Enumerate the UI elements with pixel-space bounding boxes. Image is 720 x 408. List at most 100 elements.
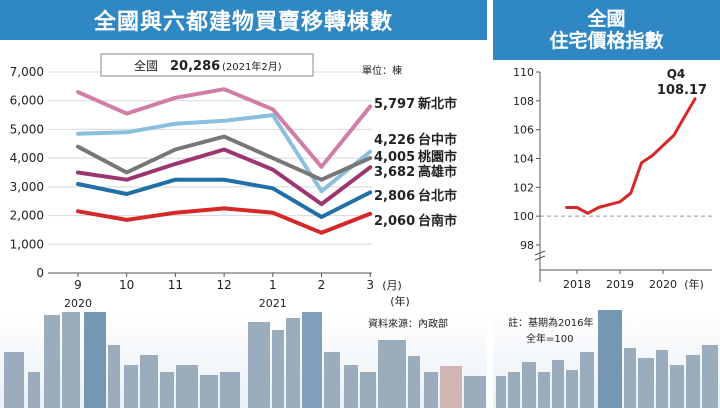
callout-box (100, 53, 314, 77)
data-point (368, 190, 372, 194)
right-y-tick-label: 108 (513, 95, 534, 108)
panel-divider (487, 0, 493, 408)
data-point (271, 168, 275, 172)
data-point (368, 105, 372, 109)
y-tick-label: 5,000 (10, 122, 44, 136)
data-point (271, 186, 275, 190)
series-end-value: 3,682 (374, 165, 415, 180)
data-point (76, 182, 80, 186)
data-point (173, 122, 177, 126)
left-panel-title: 全國與六都建物買賣移轉棟數 (0, 0, 487, 40)
left-chart: 0 1,000 2,000 3,000 4,000 5,000 6,000 7,000 9 10 1… (0, 40, 487, 330)
data-point (320, 215, 323, 219)
callout-value: 20,286 (170, 59, 220, 74)
data-point (173, 178, 177, 182)
price-index-point (683, 115, 686, 118)
right-y-tick-label: 110 (513, 66, 534, 79)
y-tick-label: 7,000 (10, 65, 44, 79)
price-index-point (586, 211, 590, 215)
x-tick-label: 9 (74, 278, 82, 292)
x-tick-label: 11 (168, 278, 183, 292)
data-point (76, 209, 80, 213)
price-index-point (672, 134, 676, 137)
right-title-line1: 全國 (587, 8, 626, 30)
right-x-tick-label: 2020 (649, 278, 677, 291)
data-point (271, 156, 275, 160)
right-y-tick-label: 106 (513, 124, 534, 137)
y-tick-label: 0 (36, 266, 44, 280)
callout-label: 全國 (134, 58, 158, 73)
data-point (173, 148, 177, 152)
price-index-point (618, 200, 622, 204)
annotation-value: 108.17 (657, 83, 707, 98)
price-index-point (629, 191, 633, 195)
series-end-value: 2,806 (374, 189, 415, 204)
data-point (320, 178, 323, 182)
x-unit-label: (月) (382, 279, 402, 292)
data-point (320, 231, 323, 235)
data-point (125, 171, 129, 174)
city-skyline-left (0, 300, 487, 408)
data-point (76, 145, 80, 149)
price-index-point (607, 203, 611, 206)
data-point (125, 192, 129, 196)
right-panel-title: 全國 住宅價格指數 (493, 0, 720, 60)
x-unit2-label: (年) (390, 294, 410, 308)
right-plot-area (493, 60, 720, 310)
series-name-label: 台中市 (418, 132, 457, 148)
data-point (173, 162, 177, 166)
data-point (271, 107, 275, 111)
y-tick-label: 1,000 (10, 237, 44, 251)
data-point (320, 165, 323, 169)
series-end-value: 4,226 (374, 133, 415, 148)
x-year-label-2020: 2020 (64, 297, 92, 310)
y-tick-label: 2,000 (10, 209, 44, 223)
x-tick-label: 10 (119, 278, 134, 292)
data-point (368, 212, 372, 216)
data-point (222, 206, 226, 210)
left-plot-area (0, 40, 487, 312)
data-point (222, 148, 226, 152)
series-name-label: 台北市 (418, 188, 457, 204)
series-name-label: 新北市 (418, 96, 457, 112)
city-skyline-right (493, 300, 720, 408)
data-point (368, 165, 372, 169)
data-point (320, 202, 323, 206)
price-index-point (575, 206, 579, 209)
right-title-line2: 住宅價格指數 (549, 30, 664, 52)
data-point (125, 218, 129, 222)
price-index-point (597, 206, 600, 209)
right-y-tick-label: 104 (513, 153, 534, 166)
base-note-line2: 全年=100 (526, 332, 573, 345)
x-tick-label: 12 (216, 278, 231, 292)
series-end-value: 4,005 (374, 150, 415, 165)
right-chart: 98 100 102 104 106 108 110 2018 2019 2020 (年) Q4 108… (493, 60, 720, 345)
base-note-line1: 註：基期為2016年 (508, 316, 593, 329)
data-point (320, 189, 323, 193)
right-x-tick-label: 2019 (606, 278, 634, 291)
price-index-point (640, 161, 643, 165)
source-note: 資料來源：內政部 (368, 317, 448, 330)
axis-break-2 (534, 255, 546, 261)
data-point (76, 90, 80, 94)
data-point (368, 150, 372, 154)
data-point (125, 178, 129, 182)
x-year-label-2021: 2021 (259, 297, 287, 310)
data-point (125, 112, 129, 116)
data-point (368, 156, 372, 160)
series-end-value: 5,797 (374, 97, 415, 112)
price-index-point (564, 206, 568, 209)
series-name-label: 桃園市 (418, 149, 457, 165)
right-x-unit: (年) (684, 277, 704, 291)
x-tick-label: 1 (269, 278, 277, 292)
data-point (173, 96, 177, 100)
data-point (173, 211, 177, 215)
annotation-quarter: Q4 (667, 67, 686, 81)
right-y-tick-label: 100 (513, 210, 534, 223)
x-tick-label: 3 (366, 278, 374, 292)
data-point (76, 171, 80, 174)
axis-break-1 (534, 250, 546, 256)
price-index-point (661, 144, 665, 147)
